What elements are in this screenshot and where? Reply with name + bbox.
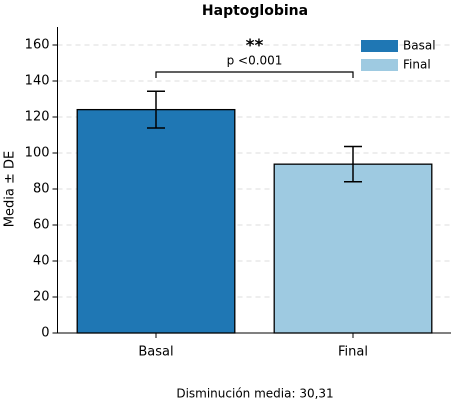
y-tick-label: 100: [25, 146, 50, 161]
significance-bracket: [155, 71, 354, 78]
y-tick-label: 20: [33, 290, 50, 305]
legend-swatch: [361, 40, 398, 52]
y-tick-label: 140: [25, 74, 50, 89]
legend-label: Basal: [403, 39, 436, 53]
p-value: p <0.001: [227, 54, 283, 68]
chart-title: Haptoglobina: [202, 3, 308, 19]
y-tick-label: 40: [33, 254, 50, 269]
y-tick-label: 0: [41, 326, 49, 341]
legend-label: Final: [403, 58, 431, 72]
y-tick-label: 60: [33, 218, 50, 233]
y-tick-label: 80: [33, 182, 50, 197]
legend-swatch: [361, 59, 398, 71]
note: Disminución media: 30,31: [176, 387, 333, 401]
x-tick-label: Final: [338, 345, 368, 360]
x-tick-label: Basal: [138, 345, 173, 360]
bar: [273, 163, 433, 334]
y-tick-label: 120: [25, 110, 50, 125]
y-tick-label: 160: [25, 38, 50, 53]
y-axis-label: Media ± DE: [3, 151, 18, 227]
bar: [76, 108, 236, 334]
significance-stars: **: [246, 36, 264, 56]
